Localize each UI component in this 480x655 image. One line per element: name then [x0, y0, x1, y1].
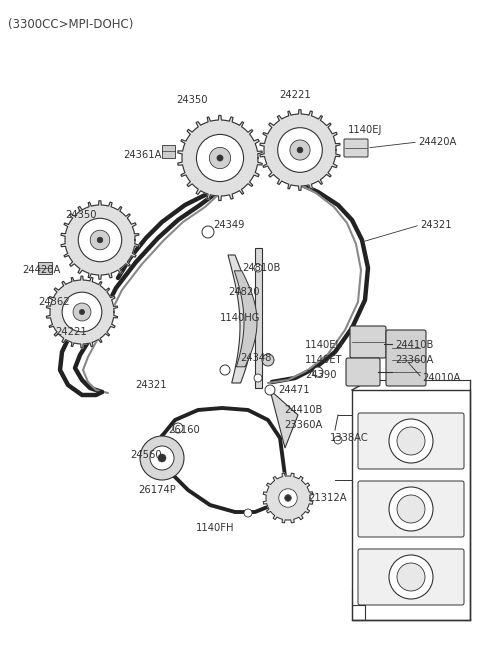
Text: 24221: 24221 — [55, 327, 87, 337]
Circle shape — [196, 134, 243, 181]
Circle shape — [397, 563, 425, 591]
Text: 1140FH: 1140FH — [196, 523, 234, 533]
Text: 21312A: 21312A — [308, 493, 347, 503]
Polygon shape — [38, 262, 52, 274]
Polygon shape — [260, 109, 340, 191]
Text: 23360A: 23360A — [284, 420, 323, 430]
Text: 24221: 24221 — [279, 90, 311, 100]
Text: 1140HG: 1140HG — [220, 313, 261, 323]
FancyBboxPatch shape — [350, 326, 386, 358]
Circle shape — [389, 555, 433, 599]
Circle shape — [389, 419, 433, 463]
FancyBboxPatch shape — [358, 549, 464, 605]
FancyBboxPatch shape — [346, 358, 380, 386]
Circle shape — [285, 495, 291, 501]
Circle shape — [397, 495, 425, 523]
Circle shape — [313, 367, 323, 377]
Text: 24350: 24350 — [65, 210, 96, 220]
Text: 24350: 24350 — [176, 95, 208, 105]
Circle shape — [62, 292, 102, 332]
FancyBboxPatch shape — [344, 139, 368, 157]
Circle shape — [220, 365, 230, 375]
Circle shape — [397, 427, 425, 455]
Circle shape — [73, 303, 91, 321]
Text: 24420A: 24420A — [418, 137, 456, 147]
Polygon shape — [234, 271, 257, 367]
Text: 24810B: 24810B — [242, 263, 280, 273]
Circle shape — [334, 436, 342, 444]
Circle shape — [254, 374, 262, 382]
Polygon shape — [255, 248, 262, 388]
Circle shape — [78, 218, 122, 262]
FancyBboxPatch shape — [386, 330, 426, 386]
Circle shape — [290, 140, 310, 160]
FancyBboxPatch shape — [358, 413, 464, 469]
Text: 24560: 24560 — [130, 450, 162, 460]
Circle shape — [244, 509, 252, 517]
Circle shape — [279, 489, 297, 507]
Text: 24362: 24362 — [38, 297, 70, 307]
Polygon shape — [47, 276, 118, 348]
Circle shape — [209, 147, 230, 168]
Polygon shape — [162, 145, 175, 158]
FancyBboxPatch shape — [352, 390, 470, 620]
Text: 24390: 24390 — [305, 370, 336, 380]
Circle shape — [202, 226, 214, 238]
Circle shape — [297, 147, 303, 153]
Circle shape — [158, 454, 166, 462]
Polygon shape — [61, 201, 139, 279]
Polygon shape — [263, 473, 313, 523]
Circle shape — [173, 423, 183, 433]
Text: 24410B: 24410B — [284, 405, 323, 415]
Text: 24349: 24349 — [213, 220, 244, 230]
Text: 24321: 24321 — [420, 220, 452, 230]
Text: 1338AC: 1338AC — [330, 433, 369, 443]
Polygon shape — [228, 255, 253, 383]
Text: 24820: 24820 — [228, 287, 260, 297]
Circle shape — [79, 309, 84, 314]
Text: (3300CC>MPI-DOHC): (3300CC>MPI-DOHC) — [8, 18, 133, 31]
Text: 24348: 24348 — [240, 353, 272, 363]
Circle shape — [150, 446, 174, 470]
Text: 1140EJ: 1140EJ — [348, 125, 383, 135]
Circle shape — [389, 487, 433, 531]
Circle shape — [262, 354, 274, 366]
Text: 24010A: 24010A — [422, 373, 460, 383]
Circle shape — [265, 385, 275, 395]
Text: 24321: 24321 — [135, 380, 167, 390]
Text: 24420A: 24420A — [22, 265, 60, 275]
FancyBboxPatch shape — [358, 481, 464, 537]
Circle shape — [97, 237, 103, 243]
Polygon shape — [178, 115, 262, 200]
Text: 24471: 24471 — [278, 385, 310, 395]
Circle shape — [217, 155, 223, 161]
Text: 26160: 26160 — [168, 425, 200, 435]
Text: 26174P: 26174P — [138, 485, 176, 495]
Text: 1140EU: 1140EU — [305, 340, 344, 350]
Circle shape — [90, 230, 110, 250]
Circle shape — [140, 436, 184, 480]
Text: 24361A: 24361A — [123, 150, 162, 160]
Polygon shape — [270, 390, 298, 448]
Text: 24410B: 24410B — [395, 340, 433, 350]
Circle shape — [254, 264, 262, 272]
Circle shape — [277, 128, 323, 172]
Text: 23360A: 23360A — [395, 355, 433, 365]
Text: 1140ET: 1140ET — [305, 355, 343, 365]
